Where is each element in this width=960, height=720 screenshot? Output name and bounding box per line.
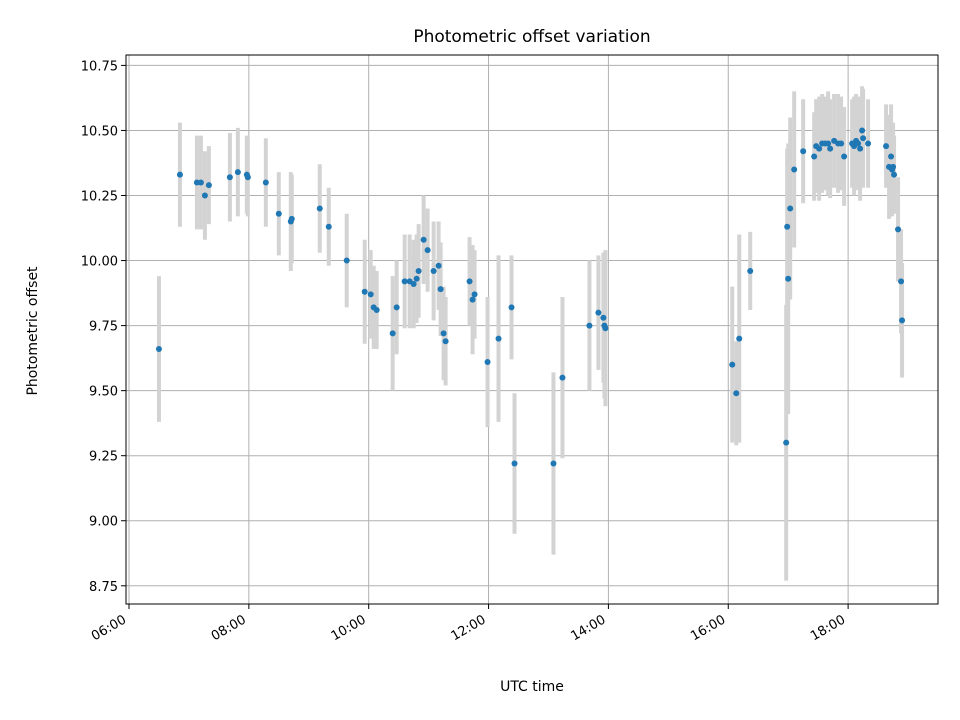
- data-point: [484, 359, 491, 366]
- data-point: [736, 335, 743, 342]
- data-point: [787, 205, 794, 212]
- x-tick-label: 06:00: [89, 612, 129, 644]
- data-point: [899, 317, 906, 324]
- x-axis-label: UTC time: [500, 679, 564, 695]
- data-point: [495, 335, 502, 342]
- data-point: [316, 205, 323, 212]
- y-tick-label: 10.25: [81, 190, 118, 205]
- x-tick-label: 10:00: [329, 612, 369, 644]
- data-point: [783, 439, 790, 446]
- data-point: [800, 148, 807, 155]
- data-point: [430, 267, 437, 274]
- data-point: [234, 169, 241, 176]
- y-axis-label: Photometric offset: [25, 266, 41, 396]
- data-point: [325, 223, 332, 230]
- x-tick-label: 16:00: [688, 612, 728, 644]
- data-point: [898, 278, 905, 285]
- data-point: [393, 304, 400, 311]
- y-tick-label: 9.00: [89, 515, 118, 530]
- data-point: [550, 460, 557, 467]
- y-tick-label: 9.25: [89, 450, 118, 465]
- data-point: [373, 306, 380, 313]
- data-point: [865, 140, 872, 147]
- data-point: [367, 291, 374, 298]
- data-point: [791, 166, 798, 173]
- data-point: [155, 346, 162, 353]
- data-point: [860, 135, 867, 142]
- data-point: [205, 182, 212, 189]
- data-point: [469, 296, 476, 303]
- data-point: [816, 145, 823, 152]
- data-point: [841, 153, 848, 160]
- data-point: [883, 143, 890, 150]
- data-point: [420, 236, 427, 243]
- data-point: [855, 140, 862, 147]
- data-point: [410, 280, 417, 287]
- data-point: [891, 171, 898, 178]
- data-point: [262, 179, 269, 186]
- data-point: [827, 145, 834, 152]
- x-tick-label: 14:00: [568, 612, 608, 644]
- data-point: [559, 374, 566, 381]
- data-point: [508, 304, 515, 311]
- data-point: [733, 390, 740, 397]
- data-point: [176, 171, 183, 178]
- data-point: [888, 153, 895, 160]
- x-tick-label: 18:00: [808, 612, 848, 644]
- data-point: [275, 210, 282, 217]
- y-tick-label: 10.75: [81, 59, 118, 74]
- data-point: [729, 361, 736, 368]
- y-tick-label: 10.00: [81, 255, 118, 270]
- plot-frame: [125, 54, 939, 605]
- data-point: [361, 288, 368, 295]
- data-point: [244, 174, 251, 181]
- data-point: [595, 309, 602, 316]
- data-point: [440, 330, 447, 337]
- data-point: [343, 257, 350, 264]
- data-point: [785, 275, 792, 282]
- data-point: [226, 174, 233, 181]
- data-point: [442, 338, 449, 345]
- data-point: [466, 278, 473, 285]
- data-point: [602, 325, 609, 332]
- data-point: [197, 179, 204, 186]
- chart-title: Photometric offset variation: [413, 27, 650, 47]
- data-point: [201, 192, 208, 199]
- data-point: [288, 215, 295, 222]
- data-point: [413, 275, 420, 282]
- y-tick-label: 9.50: [89, 385, 118, 400]
- data-point: [825, 140, 832, 147]
- data-point: [859, 127, 866, 134]
- y-tick-label: 10.50: [81, 124, 118, 139]
- data-point: [784, 223, 791, 230]
- data-point: [895, 226, 902, 233]
- y-tick-label: 8.75: [89, 580, 118, 595]
- data-point: [600, 314, 607, 321]
- x-tick-label: 12:00: [449, 612, 489, 644]
- data-point: [415, 267, 422, 274]
- data-point: [401, 278, 408, 285]
- data-point: [437, 286, 444, 293]
- data-point: [838, 140, 845, 147]
- y-tick-label: 9.75: [89, 320, 118, 335]
- data-point: [435, 262, 442, 269]
- data-point: [424, 247, 431, 254]
- data-point: [890, 163, 897, 170]
- data-point: [511, 460, 518, 467]
- data-point: [857, 145, 864, 152]
- data-point: [586, 322, 593, 329]
- data-points: [155, 127, 906, 467]
- data-point: [747, 267, 754, 274]
- data-point: [389, 330, 396, 337]
- data-point: [811, 153, 818, 160]
- x-tick-label: 08:00: [209, 612, 249, 644]
- error-bars: [156, 86, 905, 581]
- data-point: [471, 291, 478, 298]
